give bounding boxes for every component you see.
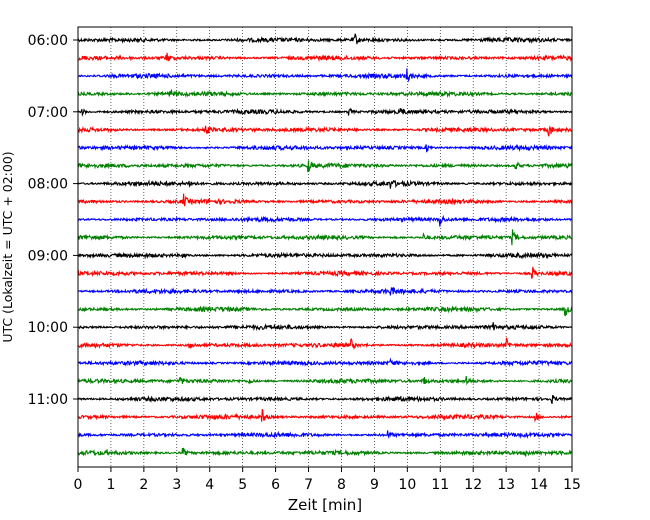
trace-line <box>77 447 573 457</box>
trace-line <box>77 305 573 317</box>
x-tick-label: 13 <box>497 477 515 493</box>
plot-frame <box>77 26 573 468</box>
y-axis-ticks: 06:00 07:00 08:00 09:00 10:00 11:00 <box>28 33 78 408</box>
x-tick-label: 0 <box>74 477 83 493</box>
x-tick-label: 1 <box>106 477 115 493</box>
trace-line <box>77 375 573 386</box>
x-tick-label: 8 <box>337 477 346 493</box>
x-tick-label: 11 <box>431 477 449 493</box>
x-tick-label: 5 <box>238 477 247 493</box>
x-tick-label: 10 <box>398 477 416 493</box>
trace-line <box>77 33 573 45</box>
trace-line <box>77 251 573 260</box>
x-tick-label: 2 <box>139 477 148 493</box>
seismogram-traces <box>77 33 573 457</box>
y-tick-label: 11:00 <box>28 392 68 408</box>
x-tick-label: 3 <box>172 477 181 493</box>
y-tick-label: 07:00 <box>28 105 68 121</box>
trace-line <box>77 68 573 83</box>
trace-line <box>77 357 573 367</box>
trace-line <box>77 160 573 173</box>
trace-line <box>77 179 573 189</box>
trace-line <box>77 394 573 404</box>
trace-line <box>77 143 573 153</box>
y-tick-label: 10:00 <box>28 320 68 336</box>
trace-line <box>77 286 573 296</box>
x-tick-label: 9 <box>370 477 379 493</box>
y-tick-label: 06:00 <box>28 33 68 49</box>
y-tick-label: 09:00 <box>28 248 68 264</box>
trace-line <box>77 52 573 63</box>
grid-lines <box>110 27 540 467</box>
trace-line <box>77 214 573 227</box>
x-axis-label: Zeit [min] <box>288 496 362 514</box>
x-tick-label: 4 <box>205 477 214 493</box>
trace-line <box>77 322 573 332</box>
trace-line <box>77 89 573 99</box>
trace-line <box>77 430 573 440</box>
x-tick-label: 14 <box>530 477 548 493</box>
x-tick-label: 6 <box>271 477 280 493</box>
x-axis-ticks: 0 1 2 3 4 5 6 7 8 9 10 11 12 13 14 15 <box>74 467 581 493</box>
x-tick-label: 15 <box>563 477 581 493</box>
trace-line <box>77 193 573 207</box>
trace-line <box>77 125 573 137</box>
x-tick-label: 12 <box>464 477 482 493</box>
trace-line <box>77 266 573 279</box>
y-axis-label: UTC (Lokalzeit = UTC + 02:00) <box>0 151 15 342</box>
y-tick-label: 08:00 <box>28 177 68 193</box>
trace-line <box>77 408 572 423</box>
trace-line <box>77 229 573 246</box>
x-tick-label: 7 <box>304 477 313 493</box>
trace-line <box>77 107 573 117</box>
trace-line <box>77 337 573 350</box>
